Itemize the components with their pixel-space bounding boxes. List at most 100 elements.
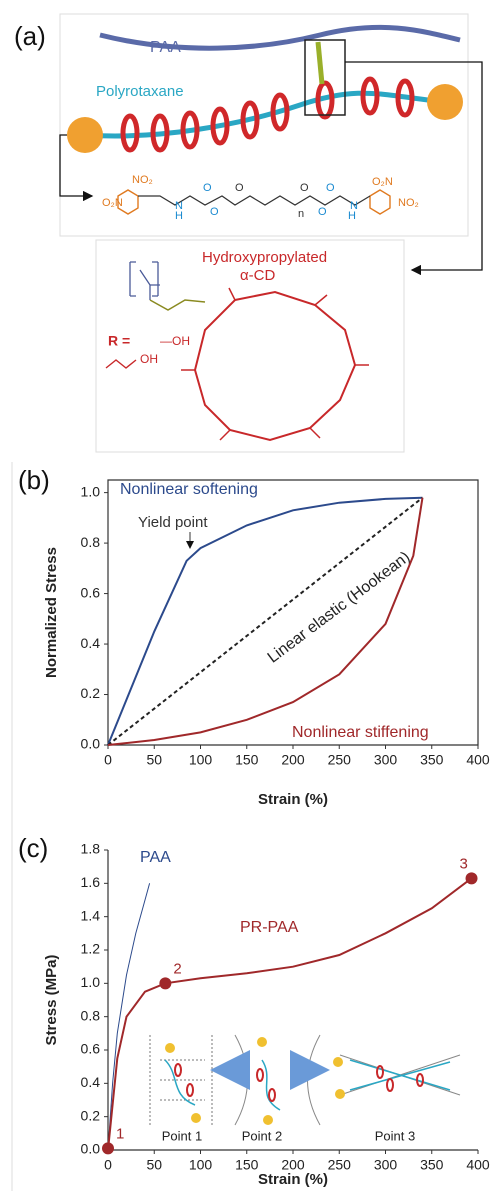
label: —OH [160, 334, 190, 348]
x-tick-label: 0 [104, 1157, 112, 1173]
inset-stopper [257, 1037, 267, 1047]
x-tick-label: 100 [189, 1157, 213, 1173]
formula-text: H [348, 210, 356, 222]
inset-ring [386, 1078, 394, 1092]
y-tick-label: 0.6 [81, 1041, 101, 1057]
inset-drawing [149, 1035, 213, 1125]
x-tick-label: 400 [466, 1157, 490, 1173]
y-tick-label: 0.4 [81, 1074, 101, 1090]
axes [107, 850, 478, 1151]
series-line [107, 497, 424, 746]
paa-chain [99, 24, 461, 51]
formula-text: NO₂ [398, 197, 419, 209]
series-line [107, 496, 423, 746]
backbone [129, 261, 160, 300]
axes [107, 479, 479, 746]
x-tick-label: 300 [374, 1157, 398, 1173]
inset-ring [416, 1073, 424, 1087]
arrow [59, 134, 94, 202]
y-tick-label: 1.0 [81, 974, 101, 990]
inset-ring [174, 1063, 182, 1077]
x-tick-label: 0 [104, 752, 112, 768]
x-axis-title: Strain (%) [258, 1171, 328, 1188]
substituents [181, 287, 369, 441]
zoom-box [304, 39, 346, 116]
formula-text: N [350, 200, 358, 212]
point-label: 2 [173, 960, 181, 977]
inset-ring [256, 1068, 264, 1082]
label: Hydroxypropylated [202, 249, 327, 266]
panel-label: (b) [18, 465, 50, 495]
y-tick-label: 1.2 [81, 941, 101, 957]
x-tick-label: 350 [420, 1157, 444, 1173]
inset-label: Point 2 [242, 1128, 282, 1143]
x-tick-label: 150 [235, 752, 259, 768]
inset-label: Point 1 [162, 1128, 202, 1143]
inset-ring [268, 1088, 276, 1102]
y-tick-label: 0.2 [81, 685, 101, 701]
label: R = [108, 333, 130, 349]
panel-label: (c) [18, 833, 48, 863]
x-tick-label: 50 [146, 1157, 162, 1173]
series-line [107, 883, 151, 1151]
y-tick-label: 0.0 [81, 1141, 101, 1157]
hp-group [105, 359, 137, 369]
formula-text: NO₂ [132, 174, 153, 186]
y-tick-label: 0.2 [81, 1107, 101, 1123]
point-marker [465, 872, 478, 885]
series-label: Nonlinear softening [120, 481, 258, 498]
rings [120, 76, 415, 153]
y-tick-label: 0.8 [81, 1007, 101, 1023]
formula-text: O₂N [372, 176, 393, 188]
inset-stopper [191, 1113, 201, 1123]
x-tick-label: 300 [374, 752, 398, 768]
arrow [345, 61, 483, 276]
x-tick-label: 150 [235, 1157, 259, 1173]
y-tick-label: 1.6 [81, 874, 101, 890]
inset-drawing [234, 1034, 461, 1126]
stopper [67, 117, 103, 153]
label: OH [140, 352, 158, 366]
point-marker [159, 977, 172, 990]
series-line [107, 877, 473, 1151]
formula-text: O [235, 182, 244, 194]
formula-text: O [326, 182, 335, 194]
frame [59, 13, 469, 237]
x-tick-label: 50 [146, 752, 162, 768]
y-tick-label: 0.8 [81, 534, 101, 550]
label: PAA [150, 39, 181, 56]
annotation: Yield point [138, 514, 208, 531]
x-tick-label: 200 [281, 1157, 305, 1173]
series-label: PR-PAA [240, 919, 299, 936]
x-tick-label: 250 [328, 752, 352, 768]
series-label: Nonlinear stiffening [292, 724, 429, 741]
x-axis-title: Strain (%) [258, 791, 328, 808]
inset-stopper [333, 1057, 343, 1067]
inset-drawing [164, 1059, 451, 1111]
x-tick-label: 200 [281, 752, 305, 768]
x-tick-label: 100 [189, 752, 213, 768]
series-label: PAA [140, 849, 171, 866]
y-tick-label: 1.0 [81, 483, 101, 499]
x-tick-label: 250 [328, 1157, 352, 1173]
inset-label: Point 3 [375, 1128, 415, 1143]
point-marker [102, 1142, 114, 1155]
formula-text: H [175, 210, 183, 222]
formula-text: O [300, 182, 309, 194]
formula-text: N [175, 200, 183, 212]
y-axis-title: Normalized Stress [43, 547, 60, 678]
linker [315, 41, 325, 85]
formula-text: O [318, 206, 327, 218]
y-tick-label: 0.4 [81, 635, 101, 651]
frame [95, 239, 405, 453]
inset-stopper [165, 1043, 175, 1053]
series-line [107, 496, 424, 746]
label: Polyrotaxane [96, 83, 184, 100]
y-tick-label: 0.0 [81, 736, 101, 752]
y-tick-label: 1.8 [81, 841, 101, 857]
inset-stopper [263, 1115, 273, 1125]
formula-text: O [203, 182, 212, 194]
